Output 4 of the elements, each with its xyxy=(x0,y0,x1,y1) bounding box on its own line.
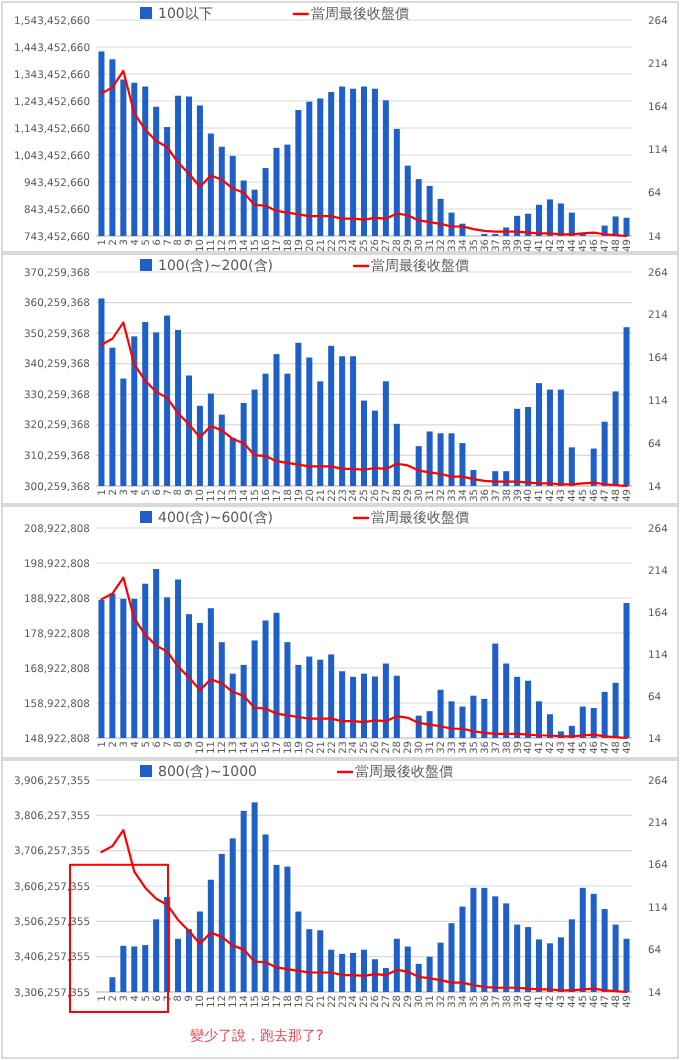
line-series xyxy=(100,828,628,994)
line-series xyxy=(100,576,628,740)
line-series xyxy=(100,69,628,238)
line-series xyxy=(100,321,628,488)
